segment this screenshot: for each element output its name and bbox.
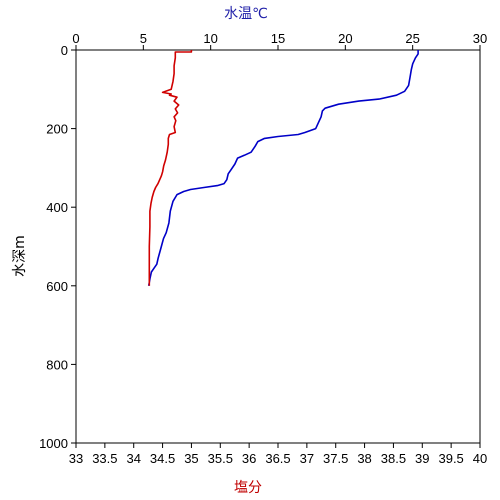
top-tick-label: 25 (405, 31, 419, 46)
left-tick-label: 200 (46, 122, 68, 137)
bottom-axis-ticks: 33 33.5 34 34.5 35 35.5 36 36.5 37 37.5 38 38.5 39 39… (69, 443, 487, 466)
temperature-line (147, 50, 419, 286)
plot-frame (75, 49, 481, 444)
bottom-tick-label: 36 (242, 451, 256, 466)
bottom-axis-title: 塩分 (234, 480, 262, 496)
bottom-tick-label: 39.5 (438, 451, 463, 466)
top-tick-label: 5 (140, 31, 147, 46)
bottom-tick-label: 39 (415, 451, 429, 466)
series-layer (147, 50, 419, 286)
top-axis-title: 水温℃ (224, 6, 268, 22)
bottom-tick-label: 34 (126, 451, 140, 466)
plot-border (75, 49, 481, 444)
bottom-tick-label: 37.5 (323, 451, 348, 466)
bottom-tick-label: 37 (300, 451, 314, 466)
bottom-tick-label: 33.5 (92, 451, 117, 466)
top-axis-ticks: 0 5 10 15 20 25 30 (72, 31, 487, 50)
top-tick-label: 20 (338, 31, 352, 46)
salinity-line (148, 50, 193, 286)
left-tick-label: 800 (46, 357, 68, 372)
top-tick-label: 30 (473, 31, 487, 46)
bottom-tick-label: 33 (69, 451, 83, 466)
bottom-tick-label: 35.5 (208, 451, 233, 466)
left-axis-title: 水深m (12, 235, 28, 277)
left-axis-ticks: 0 200 400 600 800 1000 (39, 43, 76, 451)
left-tick-label: 600 (46, 279, 68, 294)
top-tick-label: 10 (203, 31, 217, 46)
bottom-tick-label: 40 (473, 451, 487, 466)
left-tick-label: 1000 (39, 436, 68, 451)
left-tick-label: 400 (46, 200, 68, 215)
bottom-tick-label: 38.5 (381, 451, 406, 466)
bottom-tick-label: 35 (184, 451, 198, 466)
bottom-tick-label: 38 (357, 451, 371, 466)
top-tick-label: 0 (72, 31, 79, 46)
bottom-tick-label: 34.5 (150, 451, 175, 466)
top-tick-label: 15 (271, 31, 285, 46)
bottom-tick-label: 36.5 (265, 451, 290, 466)
left-tick-label: 0 (61, 43, 68, 58)
